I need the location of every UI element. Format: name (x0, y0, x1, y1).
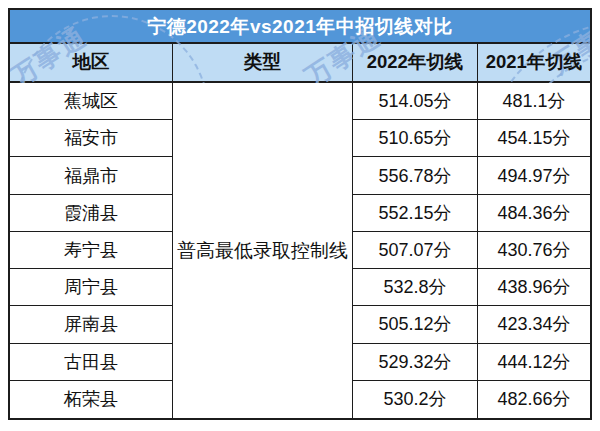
region-cell: 福鼎市 (10, 157, 173, 194)
score-2022-cell: 505.12分 (353, 306, 478, 343)
page: 宁德2022年vs2021年中招切线对比 地区 类型 2022年切线 2021年… (0, 0, 600, 431)
table-grid: 宁德2022年vs2021年中招切线对比 地区 类型 2022年切线 2021年… (10, 10, 590, 418)
region-cell: 古田县 (10, 344, 173, 381)
score-2022-cell: 532.8分 (353, 269, 478, 306)
region-cell: 柘荣县 (10, 381, 173, 418)
cutoff-comparison-table: 宁德2022年vs2021年中招切线对比 地区 类型 2022年切线 2021年… (8, 8, 592, 420)
score-2021-cell: 481.1分 (478, 83, 590, 120)
region-cell: 屏南县 (10, 306, 173, 343)
column-header-type: 类型 (173, 44, 353, 83)
score-2022-cell: 529.32分 (353, 344, 478, 381)
merged-type-cell: 普高最低录取控制线 (173, 83, 353, 418)
table-title: 宁德2022年vs2021年中招切线对比 (10, 10, 590, 44)
score-2022-cell: 552.15分 (353, 195, 478, 232)
score-2022-cell: 507.07分 (353, 232, 478, 269)
score-2022-cell: 514.05分 (353, 83, 478, 120)
score-2021-cell: 423.34分 (478, 306, 590, 343)
score-2021-cell: 484.36分 (478, 195, 590, 232)
region-cell: 霞浦县 (10, 195, 173, 232)
score-2021-cell: 438.96分 (478, 269, 590, 306)
score-2021-cell: 430.76分 (478, 232, 590, 269)
region-cell: 福安市 (10, 120, 173, 157)
score-2021-cell: 454.15分 (478, 120, 590, 157)
score-2022-cell: 530.2分 (353, 381, 478, 418)
score-2022-cell: 556.78分 (353, 157, 478, 194)
score-2021-cell: 444.12分 (478, 344, 590, 381)
column-header-region: 地区 (10, 44, 173, 83)
score-2022-cell: 510.65分 (353, 120, 478, 157)
score-2021-cell: 494.97分 (478, 157, 590, 194)
region-cell: 周宁县 (10, 269, 173, 306)
region-cell: 寿宁县 (10, 232, 173, 269)
region-cell: 蕉城区 (10, 83, 173, 120)
column-header-2021: 2021年切线 (478, 44, 590, 83)
score-2021-cell: 482.66分 (478, 381, 590, 418)
column-header-2022: 2022年切线 (353, 44, 478, 83)
